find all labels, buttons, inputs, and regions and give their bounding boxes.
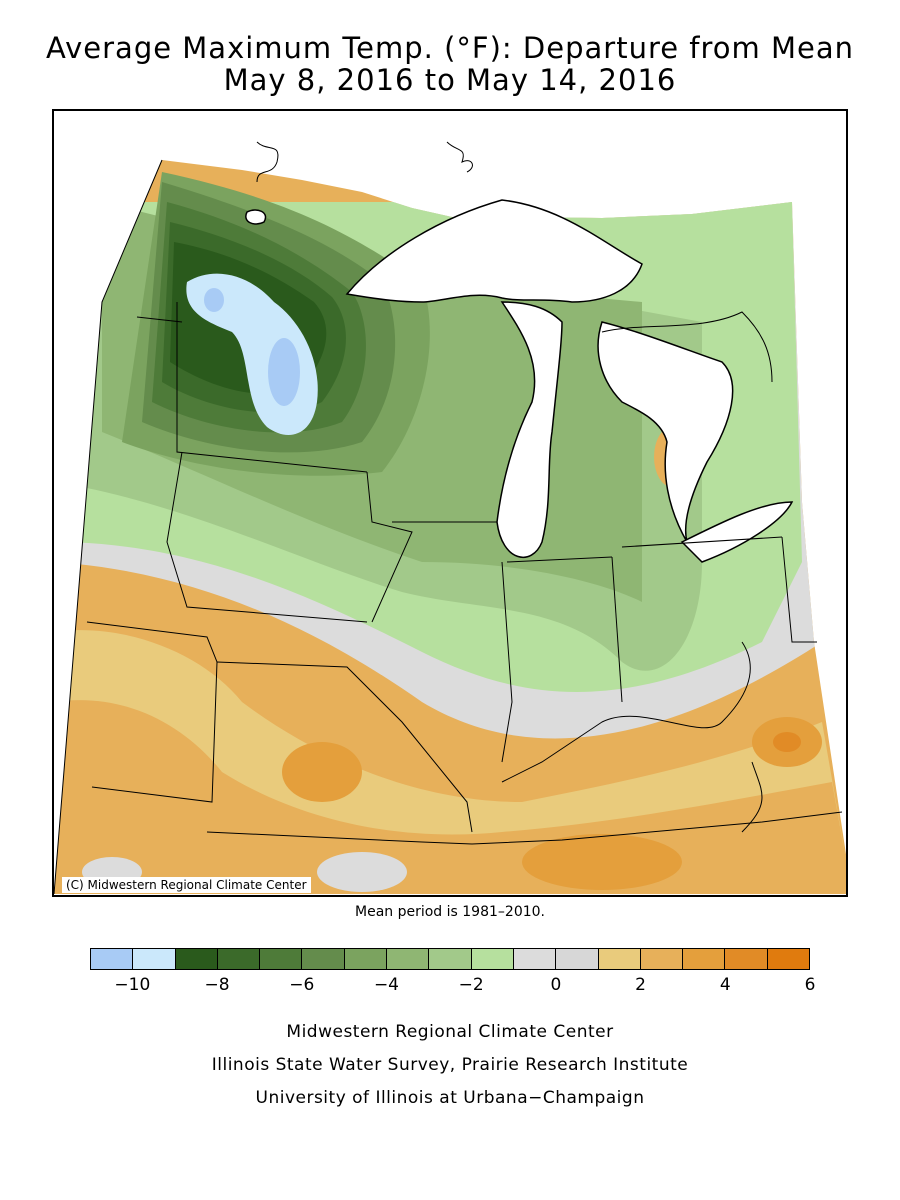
legend-swatch — [302, 949, 345, 969]
legend-swatch — [640, 949, 684, 969]
legend-swatch — [513, 949, 557, 969]
state-boundaries — [54, 159, 843, 895]
legend-tick-label: −6 — [289, 975, 315, 995]
legend-tick-label: −2 — [458, 975, 484, 995]
legend-swatch — [217, 949, 261, 969]
credit-line-3: University of Illinois at Urbana−Champai… — [255, 1088, 645, 1108]
shaded-departure-field — [54, 160, 846, 894]
legend-tick-label: 4 — [719, 975, 731, 995]
credit-line-2: Illinois State Water Survey, Prairie Res… — [211, 1055, 689, 1075]
legend-swatch — [725, 949, 768, 969]
legend-swatch — [598, 949, 641, 969]
legend-tick-label: 6 — [804, 975, 816, 995]
legend-swatch — [429, 949, 472, 969]
legend-tick-label: 2 — [635, 975, 646, 995]
legend-swatch — [767, 949, 810, 969]
canada-coastline — [256, 141, 773, 383]
map-date-range: May 8, 2016 to May 14, 2016 — [223, 63, 677, 97]
legend-swatch — [471, 949, 514, 969]
legend-tick-label: −8 — [204, 975, 230, 995]
map-panel: (C) Midwestern Regional Climate Center — [52, 109, 848, 897]
legend-swatch — [260, 949, 303, 969]
legend-swatch — [387, 949, 430, 969]
legend-tick-label: 0 — [550, 975, 562, 995]
color-legend — [90, 948, 810, 970]
legend-swatch — [344, 949, 388, 969]
legend-swatch — [175, 949, 218, 969]
map-title: Average Maximum Temp. (°F): Departure fr… — [45, 31, 855, 65]
legend-swatch — [133, 949, 176, 969]
mean-period-note: Mean period is 1981–2010. — [355, 904, 545, 920]
legend-swatch — [556, 949, 599, 969]
legend-swatch — [683, 949, 726, 969]
copyright-notice: (C) Midwestern Regional Climate Center — [62, 877, 311, 893]
temperature-departure-map — [54, 141, 846, 895]
legend-tick-label: −10 — [114, 975, 151, 995]
legend-tick-label: −4 — [373, 975, 399, 995]
great-lakes — [245, 199, 794, 563]
legend-swatch — [91, 949, 134, 969]
credit-line-1: Midwestern Regional Climate Center — [286, 1022, 614, 1042]
legend-tick-labels: −10 −8 −6 −4 −2 0 2 4 6 — [90, 975, 815, 999]
